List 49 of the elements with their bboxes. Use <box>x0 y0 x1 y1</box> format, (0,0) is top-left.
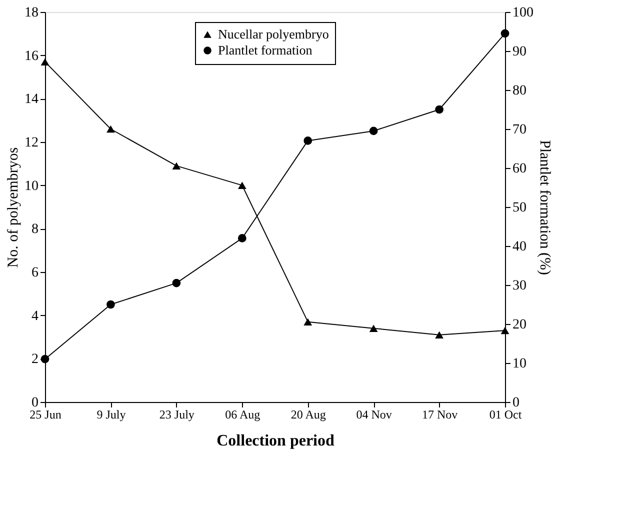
y-tick-label: 14 <box>24 92 38 108</box>
y-tick-label: 18 <box>24 6 38 20</box>
point <box>106 125 115 133</box>
y-tick-label: 2 <box>32 352 38 368</box>
y-tick-label: 10 <box>24 178 38 194</box>
y2-tick-label: 20 <box>512 318 526 332</box>
y2-tick-label: 80 <box>512 84 526 98</box>
point <box>304 136 312 145</box>
y-axis-title: No. of polyembryos <box>6 147 22 268</box>
x-tick-label: 20 Aug <box>290 408 326 422</box>
y2-tick-label: 40 <box>512 240 526 254</box>
y2-tick-label: 30 <box>512 278 526 294</box>
y2-tick-label: 10 <box>512 356 526 372</box>
y2-axis-title: Plantlet formation (%) <box>536 140 552 275</box>
point <box>106 300 115 309</box>
point <box>40 58 50 66</box>
x-tick-label: 01 Oct <box>489 408 522 422</box>
point <box>500 29 510 38</box>
point <box>369 324 378 332</box>
y-tick-label: 12 <box>24 136 38 150</box>
y2-tick-label: 100 <box>512 6 534 20</box>
x-tick-label: 04 Nov <box>356 408 392 422</box>
y2-tick-label: 0 <box>512 396 520 410</box>
point <box>500 326 510 334</box>
y-tick-label: 6 <box>32 266 38 280</box>
x-tick-label: 9 July <box>96 408 126 422</box>
y2-tick-label: 70 <box>512 122 526 138</box>
point <box>435 331 444 338</box>
point <box>238 234 246 242</box>
x-tick-label: 25 Jun <box>30 408 62 422</box>
point <box>304 318 312 326</box>
y2-tick-label: 90 <box>512 44 526 60</box>
y-tick-label: 4 <box>32 308 38 324</box>
y2-tick-label: 50 <box>512 200 526 216</box>
y-tick-label: 8 <box>32 222 38 238</box>
point <box>369 126 378 136</box>
legend-label: Plantlet formation <box>218 42 313 58</box>
point <box>435 105 444 114</box>
point <box>172 162 181 170</box>
y-tick-label: 16 <box>24 48 38 64</box>
x-tick-label: 06 Aug <box>225 408 260 422</box>
y2-tick-label: 60 <box>512 162 526 176</box>
x-tick-label: 23 July <box>159 408 194 422</box>
x-tick-label: 17 Nov <box>422 408 458 422</box>
y-tick-label: 0 <box>32 396 38 410</box>
point <box>238 182 246 189</box>
point <box>172 278 181 288</box>
legend-label: Nucellar polyembryo <box>218 26 329 42</box>
x-axis-title: Collection period <box>216 432 334 450</box>
